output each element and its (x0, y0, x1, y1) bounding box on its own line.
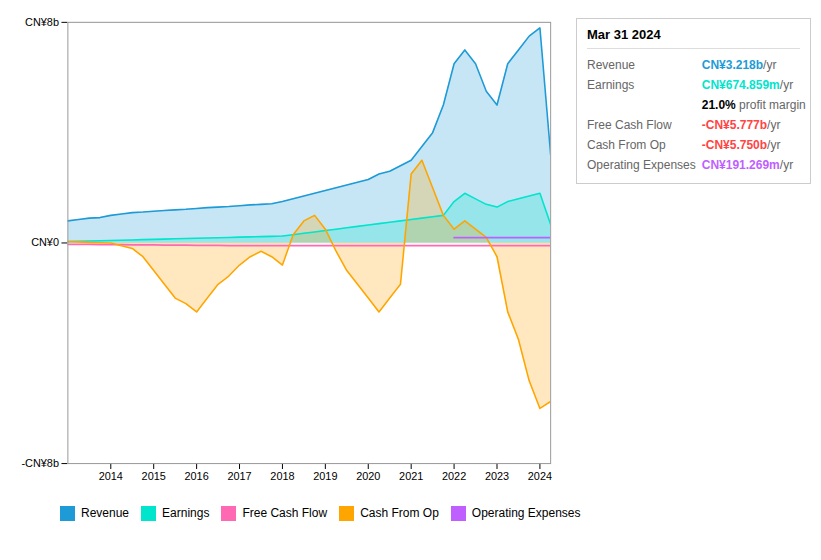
svg-text:2015: 2015 (142, 470, 166, 482)
svg-text:2024: 2024 (528, 470, 552, 482)
svg-text:2014: 2014 (99, 470, 123, 482)
svg-text:2023: 2023 (485, 470, 509, 482)
svg-text:2022: 2022 (442, 470, 466, 482)
html-text:Operating Expenses: Operating Expenses (471, 506, 581, 521)
html-text:Cash From Op: Cash From Op (360, 506, 439, 521)
html-text:Cash From Op: Cash From Op (587, 138, 666, 152)
svg-text:CN¥0: CN¥0 (31, 236, 59, 248)
html-text:CN¥191.269m /yr: CN¥191.269m /yr (701, 158, 794, 172)
html-text:CN¥3.218b /yr: CN¥3.218b /yr (701, 58, 777, 72)
svg-text:CN¥8b: CN¥8b (25, 16, 59, 28)
svg-text:2021: 2021 (399, 470, 423, 482)
html-text:Earnings: Earnings (162, 506, 210, 521)
svg-text:2019: 2019 (313, 470, 337, 482)
svg-text:2018: 2018 (270, 470, 294, 482)
html-text:Operating Expenses: Operating Expenses (587, 158, 696, 172)
html-text:21.0% profit margin: 21.0% profit margin (701, 98, 806, 112)
html-text:Revenue: Revenue (587, 58, 635, 72)
svg-text:2020: 2020 (356, 470, 380, 482)
html-text:-CN¥5.777b /yr: -CN¥5.777b /yr (701, 118, 781, 132)
svg-text:-CN¥8b: -CN¥8b (21, 457, 58, 469)
html-text:Free Cash Flow: Free Cash Flow (587, 118, 672, 132)
html-text:Mar 31 2024: Mar 31 2024 (587, 27, 661, 42)
svg-text:2017: 2017 (227, 470, 251, 482)
svg-text:2016: 2016 (185, 470, 209, 482)
html-text:Free Cash Flow: Free Cash Flow (242, 506, 328, 521)
html-text:Revenue: Revenue (81, 506, 129, 521)
html-text:-CN¥5.750b /yr: -CN¥5.750b /yr (701, 138, 781, 152)
html-text:CN¥674.859m /yr: CN¥674.859m /yr (701, 78, 794, 92)
html-text:Earnings: Earnings (587, 78, 635, 92)
